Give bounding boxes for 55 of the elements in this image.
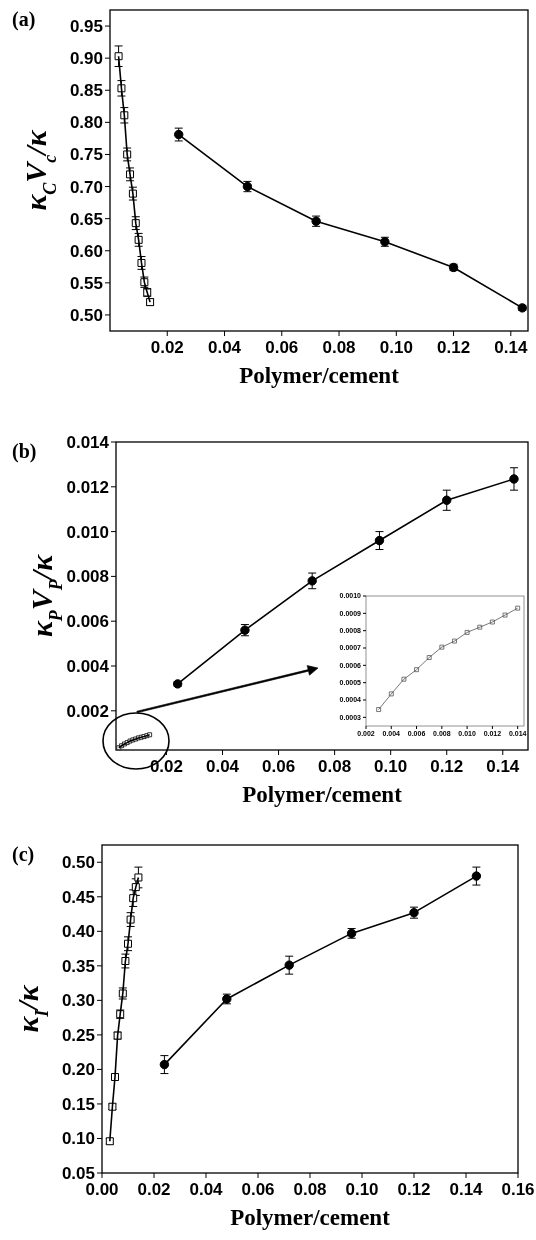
x-tick-label: 0.06 [265,338,299,357]
y-tick-label: 0.70 [69,177,103,197]
x-axis-title: Polymer/cement [230,1205,391,1230]
y-tick-label: 0.30 [61,991,95,1011]
x-tick-label: 0.10 [374,757,408,776]
y-tick-label: 0.50 [61,853,95,873]
x-tick-label: 0.16 [501,1180,535,1199]
x-tick-label: 0.06 [241,1180,275,1199]
y-tick-label: 0.20 [61,1060,95,1080]
y-tick-label: 0.90 [69,49,103,69]
chart-title: (a) [12,8,36,31]
x-tick-label: 0.14 [449,1180,484,1199]
x-tick-label: 0.08 [322,338,356,357]
y-tick-label: 0.25 [61,1025,95,1045]
x-tick-label: 0.04 [189,1180,224,1199]
y-tick-label: 0.35 [61,956,95,976]
x-tick-label: 0.14 [494,338,528,357]
y-tick-label: 0.10 [61,1129,95,1149]
y-tick-label: 0.95 [69,17,103,36]
y-tick-label: 0.002 [66,701,109,721]
y-tick-label: 0.80 [69,113,103,133]
y-tick-label: 0.004 [66,656,110,676]
chart-title: (c) [12,843,35,866]
x-tick-label: 0.08 [318,757,352,776]
y-tick-label: 0.85 [69,81,103,101]
y-tick-label: 0.65 [69,209,103,229]
y-tick-label: 0.15 [61,1094,95,1114]
y-tick-label: 0.55 [69,273,103,293]
x-tick-label: 0.08 [293,1180,327,1199]
y-tick-label: 0.45 [61,887,95,907]
y-tick-label: 0.010 [66,522,109,542]
x-tick-label: 0.10 [379,338,413,357]
x-tick-label: 0.06 [262,757,296,776]
x-tick-label: 0.12 [397,1180,431,1199]
y-tick-label: 0.60 [69,241,103,261]
x-tick-label: 0.04 [205,757,240,776]
y-tick-label: 0.012 [66,477,109,497]
y-tick-label: 0.014 [66,432,110,452]
x-tick-label: 0.02 [149,757,183,776]
x-axis-title: Polymer/cement [239,363,400,388]
y-tick-label: 0.006 [66,612,109,632]
x-tick-label: 0.04 [207,338,242,357]
y-tick-label: 0.75 [69,145,103,165]
x-tick-label: 0.00 [85,1180,119,1199]
y-tick-label: 0.05 [61,1163,95,1183]
y-tick-label: 0.40 [61,922,95,942]
chart-title: (b) [12,440,37,463]
x-tick-label: 0.12 [437,338,471,357]
x-tick-label: 0.02 [150,338,184,357]
y-tick-label: 0.50 [69,305,103,325]
y-tick-label: 0.008 [66,567,109,587]
x-tick-label: 0.02 [137,1180,171,1199]
x-tick-label: 0.12 [430,757,464,776]
x-axis-title: Polymer/cement [242,782,403,807]
x-tick-label: 0.14 [486,757,520,776]
